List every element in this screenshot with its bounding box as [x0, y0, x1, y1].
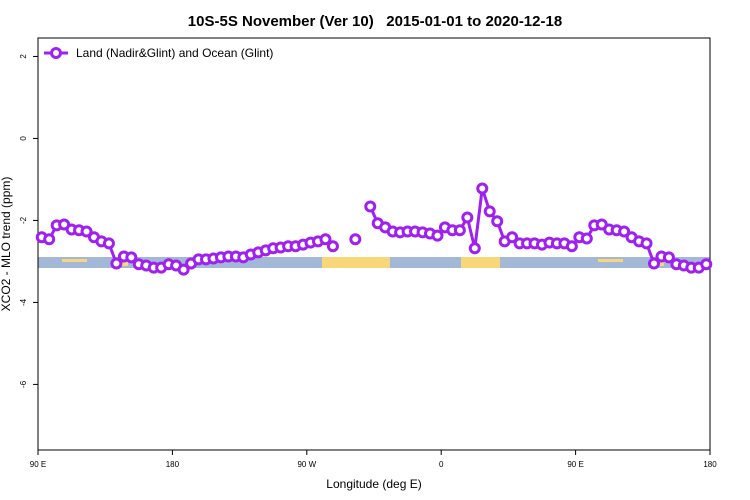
- data-point: [700, 258, 713, 271]
- data-point: [662, 251, 675, 264]
- land-strip: [598, 259, 623, 262]
- y-tick-label: -4: [19, 298, 28, 306]
- data-point: [110, 257, 123, 270]
- data-point: [483, 205, 496, 218]
- y-tick-label: -6: [19, 380, 28, 388]
- land-strip: [322, 257, 390, 268]
- data-point: [177, 263, 190, 276]
- data-point: [565, 240, 578, 253]
- plot-frame: [37, 37, 711, 451]
- legend-label: Land (Nadir&Glint) and Ocean (Glint): [76, 46, 273, 60]
- land-strip: [62, 259, 87, 262]
- x-tick-label: 0: [439, 460, 444, 469]
- data-point: [43, 233, 56, 246]
- data-point: [618, 225, 631, 238]
- data-point: [468, 242, 481, 255]
- y-tick-label: -2: [19, 216, 28, 224]
- data-point: [461, 211, 474, 224]
- data-point: [125, 251, 138, 264]
- data-point: [80, 225, 93, 238]
- data-point: [648, 257, 660, 270]
- x-axis-label: Longitude (deg E): [326, 477, 421, 491]
- data-point: [506, 231, 519, 244]
- x-tick-label: 90 W: [297, 460, 316, 469]
- x-tick-label: 90 E: [567, 460, 583, 469]
- data-point: [349, 233, 362, 246]
- land-strip: [118, 262, 128, 266]
- x-tick-label: 180: [703, 460, 717, 469]
- data-point: [102, 237, 115, 250]
- data-point: [453, 224, 466, 237]
- data-point: [580, 232, 593, 245]
- data-point: [431, 229, 444, 242]
- x-tick-label: 90 E: [30, 460, 46, 469]
- data-point: [319, 233, 332, 246]
- data-point: [326, 240, 339, 253]
- legend-marker: [50, 47, 62, 59]
- y-tick-label: 0: [19, 136, 28, 141]
- y-tick-label: 2: [19, 54, 28, 59]
- data-point: [476, 182, 489, 195]
- data-point: [364, 200, 377, 213]
- land-strip: [461, 257, 500, 268]
- y-axis-label: XCO2 - MLO trend (ppm): [0, 177, 13, 312]
- x-tick-label: 180: [166, 460, 180, 469]
- data-point: [640, 237, 653, 250]
- chart-title: 10S-5S November (Ver 10) 2015-01-01 to 2…: [188, 13, 562, 30]
- data-point: [491, 215, 504, 228]
- legend: Land (Nadir&Glint) and Ocean (Glint): [44, 46, 273, 60]
